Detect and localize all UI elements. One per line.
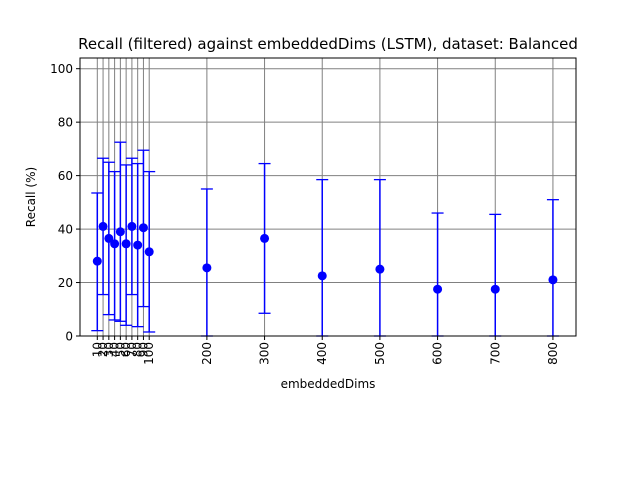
x-tick-label: 300 [258, 342, 272, 365]
y-axis-label: Recall (%) [24, 167, 38, 227]
x-tick-label: 90 [136, 342, 150, 357]
x-tick-label: 70 [125, 342, 139, 357]
data-point [490, 284, 500, 294]
chart-title: Recall (filtered) against embeddedDims (… [78, 35, 578, 53]
x-tick-label: 10 [90, 342, 104, 357]
x-tick-label: 600 [431, 342, 445, 365]
x-tick-label: 700 [488, 342, 502, 365]
y-tick-label: 100 [50, 62, 73, 76]
x-tick-label: 30 [102, 342, 116, 357]
y-tick-label: 60 [58, 169, 73, 183]
y-ticks: 0 20 40 60 80 100 [50, 62, 80, 344]
data-point [110, 239, 120, 249]
x-tick-label: 200 [200, 342, 214, 365]
plot-frame [79, 57, 577, 337]
x-tick-label: 100 [142, 342, 156, 365]
data-point [121, 239, 131, 249]
x-tick-label: 20 [96, 342, 110, 357]
y-tick-label: 20 [58, 276, 73, 290]
x-tick-label: 80 [131, 342, 145, 357]
data-point [133, 240, 143, 250]
y-tick-label: 0 [65, 330, 73, 344]
data-point [317, 271, 327, 281]
data-point [92, 256, 102, 266]
data-point [127, 221, 137, 231]
x-tick-label: 400 [315, 342, 329, 365]
x-tick-label: 500 [373, 342, 387, 365]
y-tick-label: 80 [58, 116, 73, 130]
y-tick-label: 40 [58, 223, 73, 237]
x-tick-label: 50 [113, 342, 127, 357]
x-tick-label: 800 [546, 342, 560, 365]
data-point [98, 221, 108, 231]
x-tick-label: 40 [108, 342, 122, 357]
data-point [104, 233, 114, 243]
data-points [92, 221, 558, 294]
data-point [260, 233, 270, 243]
data-point [115, 227, 125, 237]
data-point [375, 264, 385, 274]
x-tick-label: 60 [119, 342, 133, 357]
x-axis-label: embeddedDims [281, 377, 376, 391]
axes [79, 57, 577, 337]
data-point [144, 247, 154, 257]
data-point [433, 284, 443, 294]
data-point [202, 263, 212, 273]
data-point [138, 223, 148, 233]
data-point [548, 275, 558, 285]
